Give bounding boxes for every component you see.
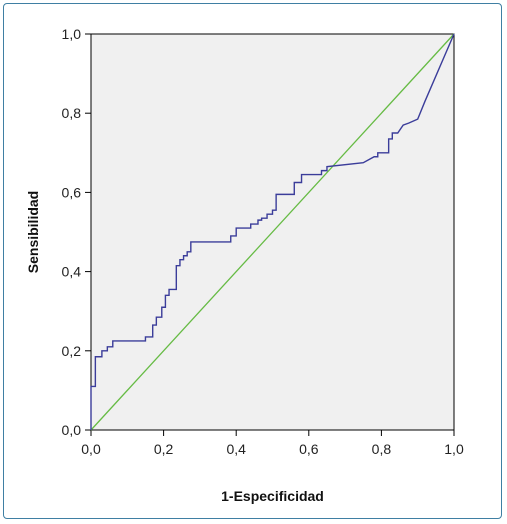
x-tick-label: 0,0 (81, 441, 101, 457)
axes (85, 33, 455, 436)
x-axis-title: 1-Especificidad (221, 488, 324, 504)
tick-labels: 0,0 0,2 0,4 0,6 0,8 1,0 0,0 0,2 0,4 0,6 0,8 1,0 (62, 26, 464, 457)
y-tick-label: 0,4 (62, 264, 82, 280)
series-layer (90, 33, 455, 431)
y-tick-label: 0,6 (62, 184, 82, 200)
x-tick-label: 1,0 (444, 441, 464, 457)
roc-curve-line (90, 33, 455, 430)
x-tick-label: 0,4 (226, 441, 246, 457)
y-tick-label: 1,0 (62, 26, 82, 42)
y-tick-label: 0,0 (62, 422, 82, 438)
x-tick-label: 0,2 (154, 441, 174, 457)
reference-diagonal-line (90, 33, 455, 431)
x-tick-label: 0,8 (372, 441, 392, 457)
y-tick-label: 0,8 (62, 105, 82, 121)
y-axis-title: Sensibilidad (25, 191, 41, 273)
y-tick-label: 0,2 (62, 343, 82, 359)
x-tick-label: 0,6 (299, 441, 319, 457)
